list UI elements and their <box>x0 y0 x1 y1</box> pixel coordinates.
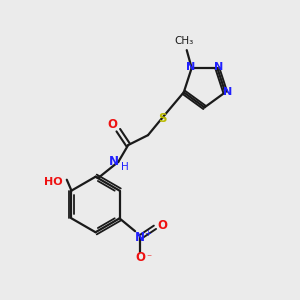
Text: N: N <box>186 62 195 72</box>
Text: H: H <box>122 162 129 172</box>
Text: CH₃: CH₃ <box>174 36 194 46</box>
Text: HO: HO <box>44 177 62 187</box>
Text: S: S <box>158 112 166 125</box>
Text: N: N <box>214 62 223 72</box>
Text: O: O <box>107 118 117 131</box>
Text: ⁻: ⁻ <box>146 253 152 263</box>
Text: O: O <box>157 219 167 232</box>
Text: N: N <box>223 87 232 97</box>
Text: N: N <box>135 231 145 244</box>
Text: O: O <box>135 251 145 265</box>
Text: +: + <box>145 229 152 238</box>
Text: N: N <box>109 155 119 168</box>
